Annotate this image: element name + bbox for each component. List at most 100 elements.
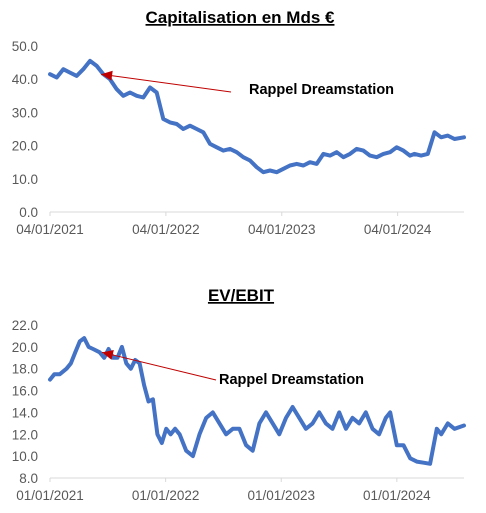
market-cap-data-point [95,64,98,68]
market-cap-data-point [388,151,392,154]
market-cap-data-point [302,164,305,167]
ev-ebit-data-point [87,345,90,349]
market-cap-data-point [426,152,429,156]
market-cap-data-point [228,147,232,151]
market-cap-data-point [322,152,325,156]
ev-ebit-data-point [338,411,341,414]
market-cap-data-point [182,127,185,131]
market-cap-data-point [439,136,443,139]
market-cap-data-point [202,131,205,134]
market-cap-data-point [248,159,252,162]
market-cap-y-tick-label: 30.0 [12,105,38,120]
market-cap-x-tick-label: 04/01/2022 [132,222,200,237]
ev-ebit-data-point [103,356,106,359]
ev-ebit-data-point [331,427,334,430]
market-cap-data-point [162,117,165,121]
market-cap-data-point [382,152,385,156]
market-cap-data-point [402,149,405,152]
ev-ebit-data-point [304,427,308,430]
ev-ebit-data-point [324,422,328,425]
ev-ebit-x-tick-labels: 01/01/2021 01/01/2022 01/01/2023 01/01/2024 [16,478,431,503]
market-cap-y-tick-label: 40.0 [12,72,38,87]
market-cap-y-tick-label: 50.0 [12,39,38,54]
ev-ebit-data-point [244,444,248,447]
ev-ebit-data-point [185,449,188,452]
market-cap-chart: Capitalisation en Mds € 0.0 10.0 20.0 30.0 4… [12,8,466,237]
ev-ebit-data-point [173,427,177,430]
ev-ebit-data-point [298,416,301,420]
market-cap-data-point [268,169,272,172]
ev-ebit-data-point [125,362,128,365]
ev-ebit-data-point [107,347,110,351]
ev-ebit-x-tick-label: 01/01/2022 [132,488,200,503]
ev-ebit-data-point [65,367,68,370]
ev-ebit-y-tick-label: 16.0 [12,384,38,399]
market-cap-data-point [453,137,456,141]
ev-ebit-data-point [120,345,124,349]
ev-ebit-data-point [231,427,234,430]
ev-ebit-data-point [116,356,119,359]
market-cap-y-tick-labels: 0.0 10.0 20.0 30.0 40.0 50.0 [12,39,38,220]
market-cap-annotation-label: Rappel Dreamstation [249,82,394,98]
ev-ebit-data-point [415,460,418,463]
market-cap-x-tick-labels: 04/01/2021 04/01/2022 04/01/2023 04/01/2024 [16,212,432,237]
market-cap-data-point [175,122,178,126]
market-cap-data-point [128,91,132,94]
ev-ebit-data-point [284,416,288,420]
ev-ebit-data-point [384,416,387,420]
market-cap-data-point [215,146,218,149]
ev-ebit-data-point [358,422,361,425]
market-cap-data-point [462,136,466,139]
market-cap-data-point [195,127,198,131]
market-cap-data-point [122,94,125,98]
ev-ebit-data-point [318,411,321,414]
ev-ebit-data-point [364,411,367,414]
ev-ebit-data-point [69,362,73,365]
market-cap-data-point [242,156,245,159]
ev-ebit-x-tick-label: 01/01/2021 [16,488,84,503]
ev-ebit-data-point [278,433,281,436]
ev-ebit-chart: EV/EBIT 8.010.012.014.016.018.020.022.0 … [12,286,466,503]
market-cap-data-point [342,156,345,159]
ev-ebit-data-point [264,411,268,414]
ev-ebit-data-point [371,427,374,430]
ev-ebit-data-point [218,422,221,425]
market-cap-data-point [155,91,158,94]
ev-ebit-data-point [78,340,82,343]
ev-ebit-data-point [147,400,150,403]
market-cap-y-tick-label: 20.0 [12,139,38,154]
ev-ebit-data-point [191,454,195,458]
market-cap-data-point [148,86,152,89]
ev-ebit-data-point [98,351,101,354]
market-cap-series-line [48,58,466,175]
market-cap-x-tick-label: 04/01/2024 [364,222,432,237]
ev-ebit-annotation-marker [101,350,114,360]
ev-ebit-data-point [377,433,381,436]
ev-ebit-data-point [165,427,168,430]
ev-ebit-data-point [205,416,208,420]
ev-ebit-data-point [111,356,115,359]
ev-ebit-data-point [409,457,412,460]
market-cap-data-point [288,164,292,167]
ev-ebit-data-point [160,441,163,445]
ev-ebit-title: EV/EBIT [208,286,275,305]
market-cap-data-point [355,147,358,151]
ev-ebit-data-point [251,449,254,452]
ev-ebit-y-tick-label: 14.0 [12,405,38,420]
market-cap-data-point [335,151,338,154]
market-cap-data-points [48,59,466,174]
ev-ebit-data-point [462,424,466,427]
market-cap-data-point [419,154,423,157]
ev-ebit-y-tick-label: 8.0 [19,471,38,486]
market-cap-y-tick-label: 0.0 [19,205,38,220]
market-cap-data-point [235,151,238,154]
market-cap-data-point [315,162,318,166]
ev-ebit-y-tick-label: 18.0 [12,362,38,377]
market-cap-data-point [135,94,138,98]
ev-ebit-data-point [142,383,146,387]
market-cap-data-point [328,154,332,157]
ev-ebit-data-point [48,378,52,381]
ev-ebit-data-point [258,422,261,425]
ev-ebit-data-point [291,405,294,409]
